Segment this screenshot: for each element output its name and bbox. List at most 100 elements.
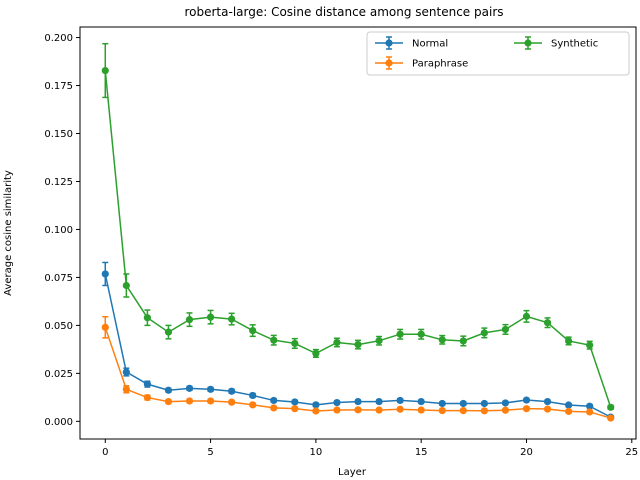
- series-synthetic: [101, 42, 615, 411]
- legend-label: Synthetic: [551, 39, 598, 50]
- paraphrase-point: [101, 323, 109, 331]
- legend-item-normal: Normal: [375, 36, 448, 50]
- paraphrase-point: [396, 405, 404, 413]
- normal-point: [101, 270, 109, 278]
- legend-item-synthetic: Synthetic: [514, 36, 598, 50]
- legend-item-paraphrase: Paraphrase: [375, 56, 468, 70]
- normal-point: [459, 399, 467, 408]
- x-tick-label: 25: [625, 447, 638, 458]
- y-tick-label: 0.075: [44, 273, 73, 284]
- x-axis-title: Layer: [338, 467, 367, 478]
- synthetic-point: [206, 313, 215, 321]
- synthetic-point: [417, 330, 425, 338]
- normal-point: [291, 398, 299, 406]
- normal-point: [543, 397, 552, 406]
- normal-point: [522, 396, 531, 404]
- series-paraphrase: [101, 316, 615, 422]
- synthetic-point: [143, 314, 151, 322]
- paraphrase-point: [291, 405, 299, 413]
- normal-point: [565, 401, 573, 409]
- synthetic-point: [101, 66, 109, 75]
- x-tick-label: 20: [520, 447, 533, 458]
- synthetic-point: [543, 319, 552, 327]
- paraphrase-point: [333, 406, 341, 414]
- normal-point: [501, 399, 510, 407]
- paraphrase-point: [522, 405, 531, 413]
- synthetic-point: [270, 336, 278, 344]
- normal-point: [228, 387, 236, 395]
- paraphrase-point: [480, 407, 488, 415]
- y-tick-label: 0.175: [44, 81, 73, 92]
- y-tick-label: 0.100: [44, 225, 73, 236]
- synthetic-point: [333, 338, 341, 347]
- paraphrase-point: [375, 406, 383, 414]
- normal-point: [312, 401, 320, 409]
- paraphrase-point: [501, 406, 510, 414]
- normal-point: [438, 399, 446, 408]
- legend-swatch-marker: [385, 59, 393, 67]
- normal-point: [396, 396, 404, 405]
- synthetic-point: [122, 281, 130, 290]
- paraphrase-point: [122, 385, 130, 393]
- chart-title: roberta-large: Cosine distance among sen…: [184, 5, 503, 19]
- normal-point: [333, 398, 341, 407]
- paraphrase-point: [185, 397, 194, 405]
- normal-point: [122, 368, 130, 376]
- synthetic-point: [480, 329, 488, 337]
- paraphrase-point: [565, 407, 573, 415]
- normal-point: [206, 385, 215, 393]
- y-axis: 0.000 0.025 0.050 0.075 0.100 0.125 0.150 0.175…: [44, 33, 80, 428]
- synthetic-point: [522, 312, 531, 320]
- paraphrase-point: [586, 408, 594, 416]
- paraphrase-point: [312, 407, 320, 415]
- paraphrase-point: [143, 393, 151, 402]
- synthetic-point: [354, 340, 362, 349]
- x-tick-label: 15: [415, 447, 428, 458]
- synthetic-point: [312, 349, 320, 358]
- synthetic-point: [565, 337, 573, 345]
- x-tick-label: 10: [310, 447, 323, 458]
- legend-swatch-marker: [524, 39, 532, 47]
- synthetic-point: [586, 341, 594, 349]
- y-tick-label: 0.125: [44, 177, 73, 188]
- normal-point: [417, 397, 425, 406]
- normal-point: [354, 397, 362, 406]
- paraphrase-point: [249, 401, 257, 409]
- synthetic-point: [396, 330, 404, 338]
- normal-point: [375, 397, 383, 406]
- synthetic-point: [501, 325, 510, 334]
- paraphrase-point: [607, 414, 615, 422]
- synthetic-point: [249, 326, 257, 335]
- normal-point: [249, 391, 257, 400]
- paraphrase-point: [354, 406, 362, 414]
- y-axis-title: Average cosine similarity: [3, 170, 14, 296]
- legend: Normal Paraphrase Synthetic: [366, 31, 630, 76]
- normal-point: [164, 386, 173, 394]
- legend-label: Paraphrase: [412, 59, 468, 70]
- paraphrase-point: [438, 406, 446, 415]
- legend-swatch-marker: [385, 39, 393, 47]
- x-axis: 0 5 10 15 20 25: [102, 439, 638, 458]
- normal-point: [480, 399, 488, 408]
- paraphrase-point: [417, 406, 425, 414]
- y-tick-label: 0.200: [44, 33, 73, 44]
- normal-point: [185, 384, 194, 392]
- legend-box: [366, 31, 630, 76]
- paraphrase-point: [270, 404, 278, 412]
- paraphrase-point: [459, 406, 467, 415]
- synthetic-point: [375, 337, 383, 345]
- plot-frame: [79, 26, 637, 440]
- normal-point: [143, 380, 151, 388]
- x-tick-label: 0: [102, 447, 108, 458]
- synthetic-point: [438, 336, 446, 344]
- y-tick-label: 0.150: [44, 129, 73, 140]
- series-layer: [101, 42, 615, 422]
- synthetic-point: [459, 337, 467, 345]
- normal-point: [270, 396, 278, 405]
- synthetic-point: [228, 315, 236, 323]
- synthetic-point: [185, 316, 194, 324]
- synthetic-point: [164, 328, 173, 336]
- legend-label: Normal: [412, 39, 448, 50]
- y-tick-label: 0.000: [44, 417, 73, 428]
